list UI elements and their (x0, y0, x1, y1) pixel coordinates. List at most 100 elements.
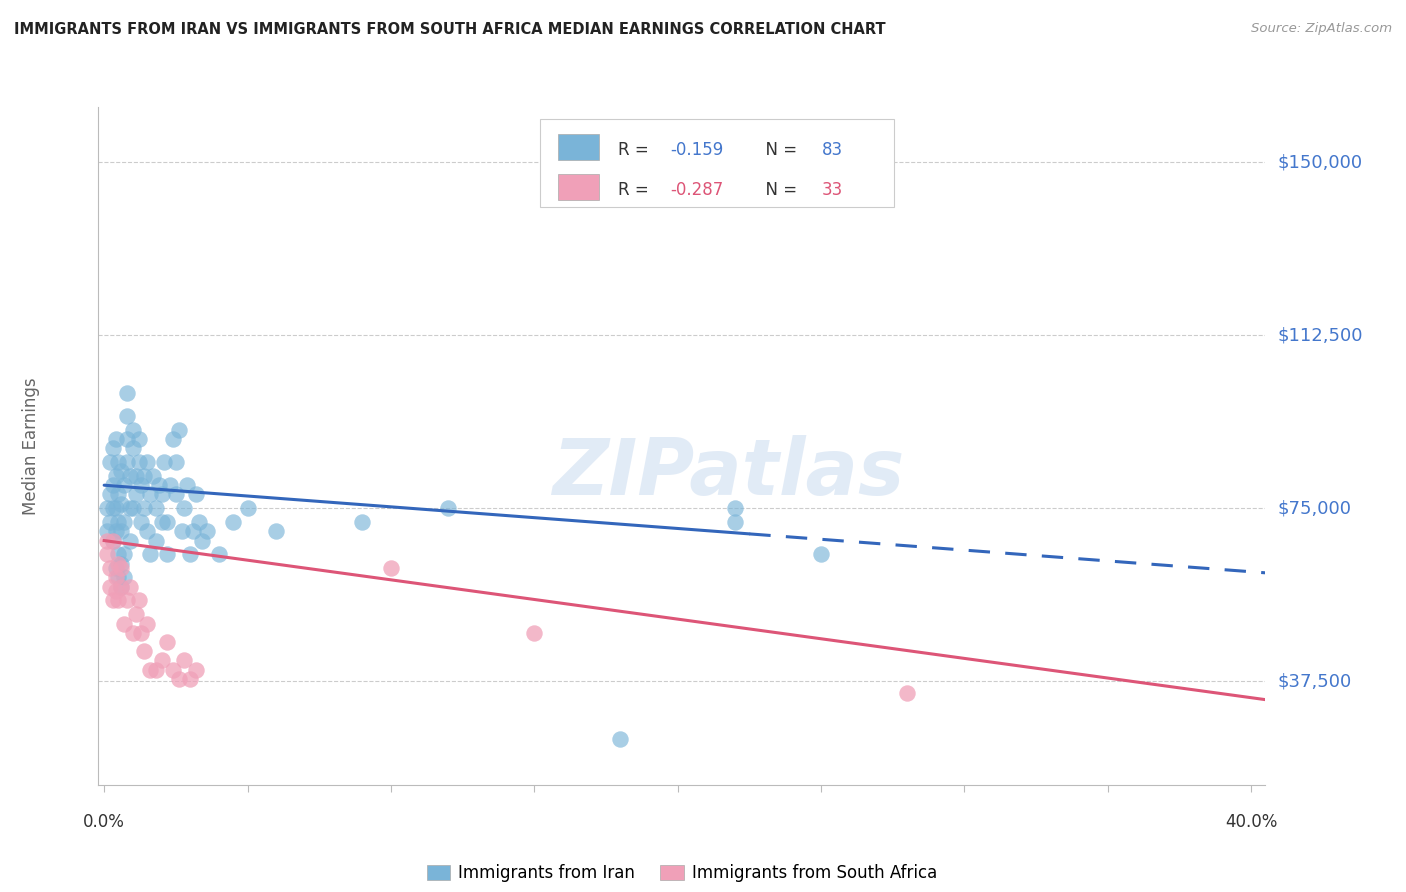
Point (176, 478, 198, 492)
Text: Median Earnings: Median Earnings (22, 377, 39, 515)
Point (110, 580, 132, 594)
Point (352, 515, 374, 529)
Text: $37,500: $37,500 (1277, 673, 1351, 690)
FancyBboxPatch shape (540, 120, 894, 207)
Text: 33: 33 (823, 181, 844, 199)
Point (115, 409, 138, 423)
Point (131, 625, 153, 640)
Point (107, 593, 129, 607)
Text: R =: R = (617, 141, 654, 160)
Point (96, 501, 118, 516)
Point (179, 672, 201, 686)
FancyBboxPatch shape (558, 174, 599, 200)
Point (110, 524, 132, 539)
Point (195, 524, 218, 539)
Text: -0.287: -0.287 (671, 181, 724, 199)
Text: 40.0%: 40.0% (1225, 813, 1277, 830)
Point (112, 570, 135, 584)
Point (115, 455, 138, 469)
Point (98, 515, 121, 529)
Point (139, 487, 162, 501)
Point (150, 653, 173, 667)
Point (173, 501, 195, 516)
Point (150, 487, 173, 501)
Point (179, 547, 201, 561)
Point (112, 515, 135, 529)
Point (104, 561, 127, 575)
Point (162, 663, 184, 677)
Point (724, 515, 747, 529)
Point (145, 501, 167, 516)
Point (121, 423, 143, 437)
Point (125, 469, 148, 483)
Point (167, 672, 190, 686)
Text: $75,000: $75,000 (1277, 500, 1351, 517)
Point (104, 570, 127, 584)
Point (101, 478, 124, 492)
Point (134, 644, 156, 658)
Point (136, 455, 159, 469)
Point (156, 635, 179, 649)
Text: ZIPatlas: ZIPatlas (553, 435, 904, 511)
Point (437, 501, 460, 516)
Point (101, 533, 124, 548)
Point (115, 593, 138, 607)
Point (104, 469, 127, 483)
Point (104, 501, 127, 516)
Point (181, 524, 204, 539)
Point (128, 593, 150, 607)
Point (139, 547, 162, 561)
Point (110, 557, 132, 571)
Point (96, 533, 118, 548)
Point (110, 497, 132, 511)
Point (184, 663, 207, 677)
Point (156, 547, 179, 561)
Point (112, 547, 135, 561)
Point (121, 625, 143, 640)
Point (142, 469, 165, 483)
Point (104, 584, 127, 599)
Point (184, 487, 207, 501)
Point (131, 478, 153, 492)
Point (121, 442, 143, 456)
Point (110, 464, 132, 478)
FancyBboxPatch shape (558, 134, 599, 160)
Point (150, 515, 173, 529)
Point (112, 478, 135, 492)
Point (107, 570, 129, 584)
Point (523, 625, 546, 640)
Point (134, 501, 156, 516)
Text: $112,500: $112,500 (1277, 326, 1362, 344)
Point (187, 515, 209, 529)
Text: $150,000: $150,000 (1277, 153, 1362, 171)
Point (125, 487, 148, 501)
Point (167, 423, 190, 437)
Point (118, 580, 141, 594)
Point (145, 533, 167, 548)
Point (173, 653, 195, 667)
Point (136, 616, 159, 631)
Point (118, 501, 141, 516)
Point (170, 524, 193, 539)
Text: N =: N = (755, 181, 803, 199)
Legend: Immigrants from Iran, Immigrants from South Africa: Immigrants from Iran, Immigrants from So… (420, 857, 943, 888)
Text: N =: N = (755, 141, 803, 160)
Point (131, 515, 153, 529)
Point (264, 524, 287, 539)
Point (208, 547, 231, 561)
Point (96, 524, 118, 539)
Point (107, 557, 129, 571)
Point (101, 533, 124, 548)
Point (98, 561, 121, 575)
Point (236, 501, 259, 516)
Point (107, 487, 129, 501)
Point (139, 663, 162, 677)
Point (222, 515, 245, 529)
Point (98, 455, 121, 469)
Point (380, 561, 402, 575)
Point (162, 432, 184, 446)
Point (110, 580, 132, 594)
Point (98, 580, 121, 594)
Point (156, 515, 179, 529)
Text: -0.159: -0.159 (671, 141, 724, 160)
